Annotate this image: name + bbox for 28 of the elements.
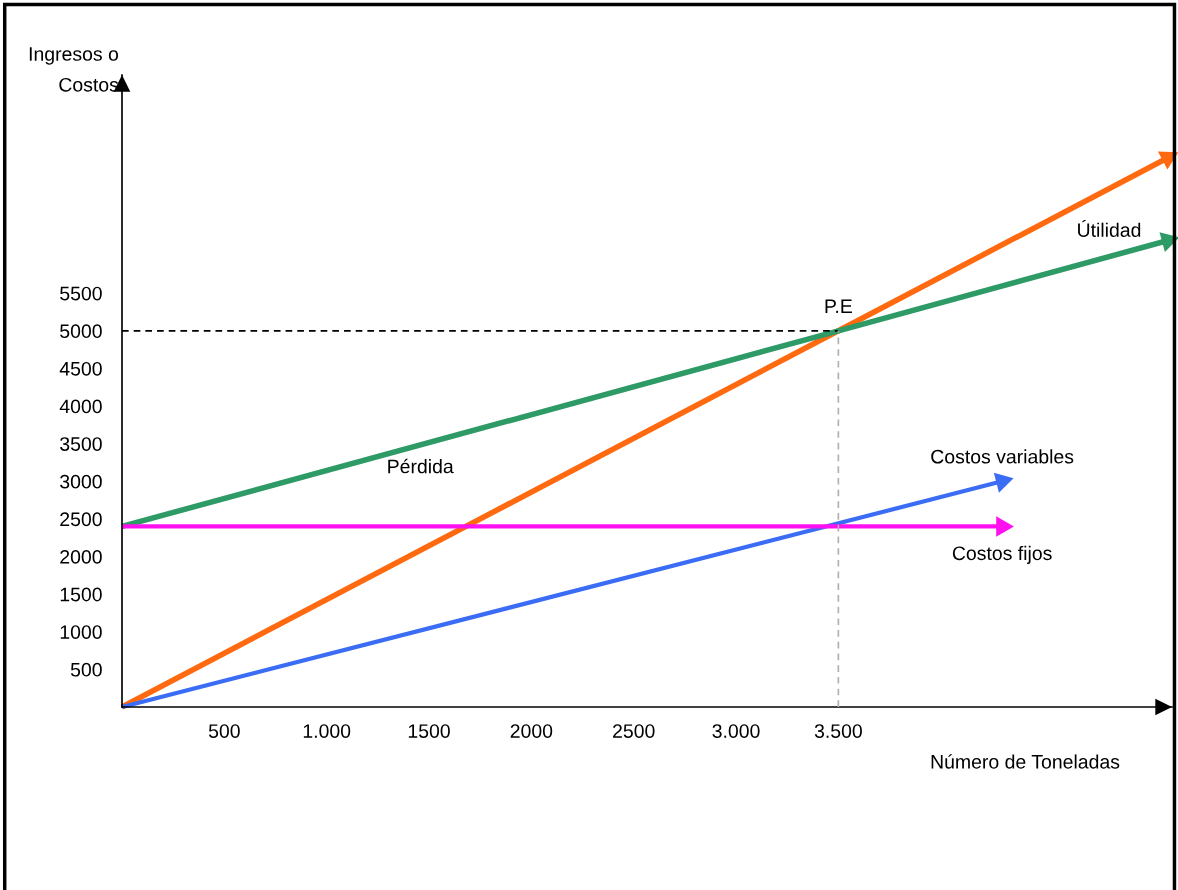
x-tick-label: 1500	[408, 724, 450, 738]
x-tick-label: 500	[208, 724, 240, 738]
x-axis-title: Número de Toneladas	[931, 754, 1120, 769]
y-tick-label: 4000	[59, 399, 102, 414]
y-tick-label: 3000	[60, 474, 102, 489]
x-tick-label: 2000	[510, 724, 553, 738]
y-tick-label: 5500	[60, 286, 102, 301]
y-tick-label: 1000	[60, 625, 102, 639]
y-tick-label: 2500	[60, 512, 102, 527]
y-tick-label: 1500	[60, 587, 102, 602]
x-tick-label: 3.000	[712, 724, 760, 738]
annotation: Pérdida	[388, 458, 454, 474]
point	[993, 472, 1014, 493]
annotation: P.E	[825, 299, 852, 313]
x-tick-label: 2500	[613, 724, 655, 738]
series-label: Costos variables	[931, 449, 1074, 464]
x-tick-label: 1.000	[303, 724, 351, 738]
annotation: Útilidad	[1078, 219, 1141, 237]
y-axis-title: Ingresos o Costos	[29, 47, 119, 92]
y-tick-label: 5000	[60, 324, 102, 339]
x-tick-label: 3.500	[814, 724, 862, 738]
y-tick-label: 4500	[59, 361, 102, 376]
point	[1159, 232, 1178, 252]
point	[996, 516, 1014, 537]
series-label: Costos fijos	[952, 545, 1052, 564]
y-tick-label: 500	[70, 662, 102, 677]
y-tick-label: 3500	[60, 437, 102, 451]
y-tick-label: 2000	[60, 549, 102, 564]
